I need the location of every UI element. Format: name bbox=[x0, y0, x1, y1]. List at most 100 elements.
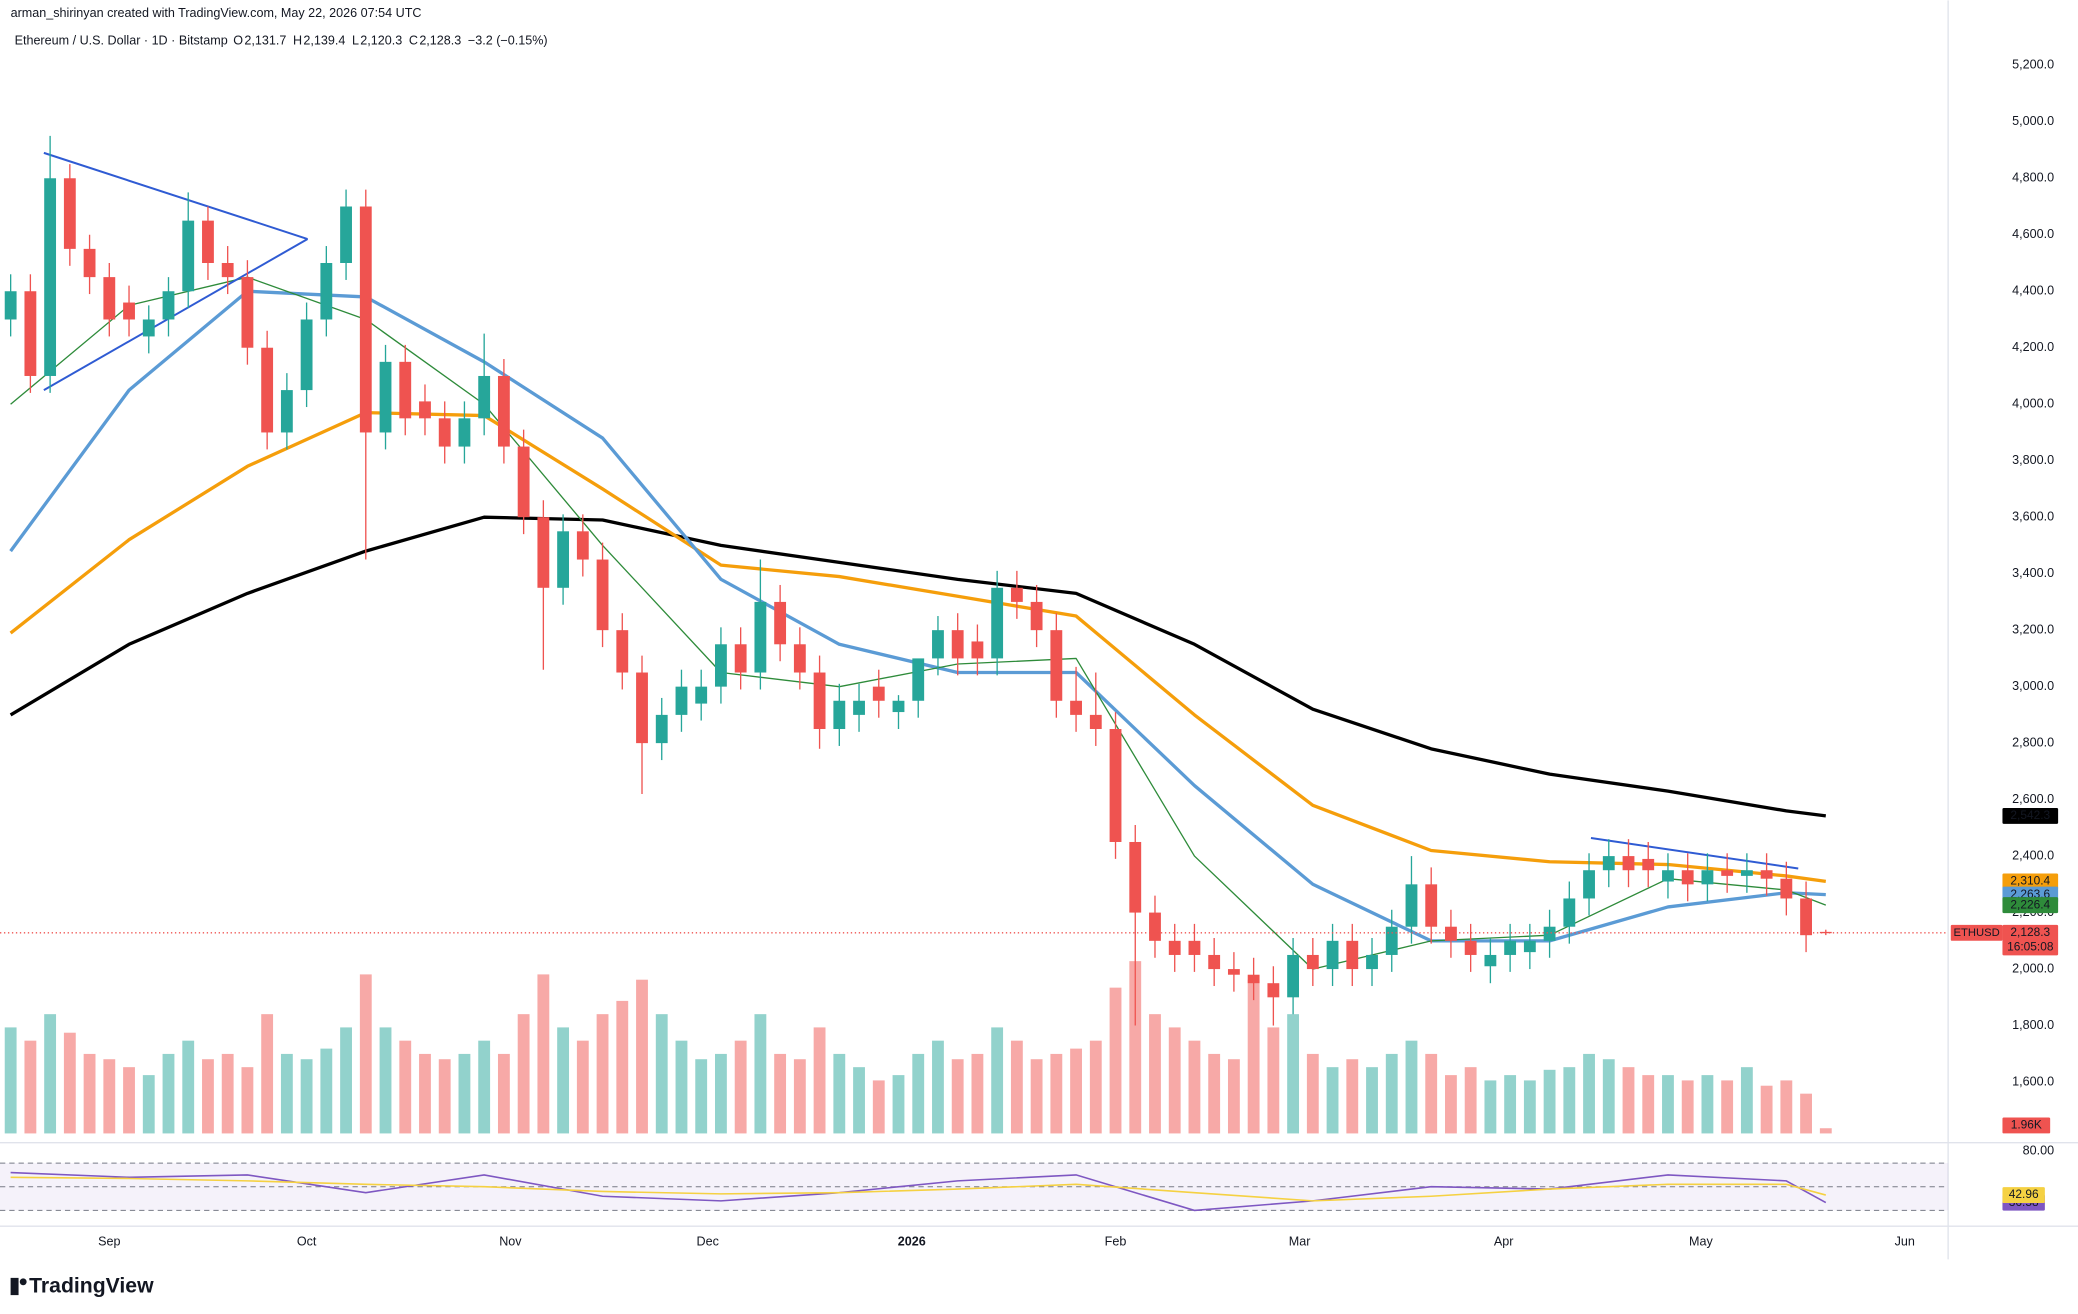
candle-body bbox=[1504, 940, 1517, 955]
volume-bar bbox=[1780, 1080, 1793, 1134]
volume-bar bbox=[1287, 1014, 1300, 1134]
candle-body bbox=[576, 531, 589, 560]
rsi-line bbox=[10, 1171, 1827, 1212]
volume-bar bbox=[1326, 1067, 1339, 1134]
brand-logo bbox=[10, 1277, 27, 1296]
volume-bar bbox=[1010, 1040, 1023, 1134]
volume-bar bbox=[1740, 1067, 1753, 1134]
candle-body bbox=[655, 714, 668, 744]
x-tick-label: May bbox=[1689, 1234, 1713, 1248]
volume-bar bbox=[438, 1059, 451, 1134]
candle-body bbox=[1129, 841, 1142, 913]
volume-bar bbox=[1642, 1075, 1655, 1134]
volume-bar bbox=[478, 1040, 491, 1134]
volume-bar bbox=[1366, 1067, 1378, 1134]
candle-body bbox=[912, 658, 925, 701]
volume-bar bbox=[1484, 1080, 1497, 1134]
candle-body bbox=[951, 630, 964, 659]
candle-body bbox=[1326, 940, 1339, 970]
volume-bar bbox=[1129, 961, 1142, 1134]
x-tick-label: Feb bbox=[1105, 1234, 1127, 1248]
candle-body bbox=[734, 644, 747, 673]
candle-body bbox=[1445, 926, 1457, 941]
brand: TradingView bbox=[29, 1275, 154, 1298]
volume-bar bbox=[932, 1040, 944, 1134]
candle-body bbox=[892, 700, 905, 713]
y-tick-label: 2,800.0 bbox=[2012, 735, 2054, 749]
candle-body bbox=[853, 700, 865, 715]
volume-bar bbox=[1681, 1080, 1694, 1134]
volume-bar bbox=[320, 1048, 333, 1134]
candle-body bbox=[1227, 969, 1240, 975]
candle-body bbox=[1760, 870, 1773, 879]
ma-price-label: 2,226.4 bbox=[2010, 897, 2050, 911]
y-tick-label: 1,600.0 bbox=[2012, 1074, 2054, 1088]
moving-average bbox=[9, 515, 1827, 818]
y-tick-label: 3,200.0 bbox=[2012, 622, 2054, 636]
volume-bar bbox=[1070, 1048, 1082, 1134]
last-price-label: 2,128.3 bbox=[2010, 925, 2050, 939]
candle-body bbox=[340, 206, 352, 263]
candle-body bbox=[202, 220, 214, 263]
volume-bar bbox=[261, 1014, 274, 1134]
candle-body bbox=[379, 361, 392, 433]
y-tick-label: 4,200.0 bbox=[2012, 340, 2054, 354]
volume-bar bbox=[1227, 1059, 1240, 1134]
trendline bbox=[43, 151, 308, 240]
candle-body bbox=[4, 291, 17, 320]
volume-bar bbox=[202, 1059, 214, 1134]
candle-body bbox=[300, 319, 313, 391]
candle-body bbox=[103, 277, 116, 320]
volume-bar bbox=[1030, 1059, 1043, 1134]
volume-bar bbox=[1247, 979, 1260, 1134]
ohlc-legend: O 2,131.7 H 2,139.4 L 2,120.3 C 2,128.3 −3.2 (−0… bbox=[233, 34, 547, 48]
candle-body bbox=[636, 672, 648, 744]
volume-bar bbox=[793, 1059, 806, 1134]
volume-bar bbox=[1563, 1067, 1576, 1134]
volume-bar bbox=[1089, 1040, 1102, 1134]
y-tick-label: 4,000.0 bbox=[2012, 397, 2054, 411]
candle-body bbox=[497, 375, 510, 447]
symbol: Ethereum / U.S. Dollar · 1D · Bitstamp bbox=[15, 34, 228, 48]
volume-bar bbox=[695, 1059, 708, 1134]
volume-bar bbox=[162, 1053, 175, 1134]
volume-bar bbox=[123, 1067, 135, 1134]
candle-body bbox=[1780, 878, 1793, 899]
y-tick-label: 4,800.0 bbox=[2012, 171, 2054, 185]
legend-value: 2,139.4 bbox=[303, 34, 345, 48]
ticker-label: ETHUSD bbox=[1953, 927, 1999, 939]
volume-bar bbox=[24, 1040, 37, 1134]
candle-body bbox=[142, 319, 155, 337]
candle-body bbox=[1405, 884, 1418, 927]
candle-body bbox=[162, 291, 175, 320]
candle-body bbox=[63, 178, 76, 249]
volume-bar bbox=[1721, 1080, 1734, 1134]
candle-body bbox=[1306, 954, 1319, 970]
candle-body bbox=[675, 686, 688, 715]
candle-body bbox=[1484, 954, 1497, 967]
countdown: 16:05:08 bbox=[2007, 940, 2054, 954]
candle-body bbox=[1070, 700, 1082, 715]
legend-key: H bbox=[293, 34, 302, 48]
volume-bar bbox=[616, 1000, 629, 1134]
volume-bar bbox=[1109, 987, 1122, 1134]
candle-body bbox=[537, 517, 550, 588]
volume-bar bbox=[63, 1032, 76, 1134]
candle-body bbox=[1464, 940, 1477, 955]
trendline bbox=[43, 238, 309, 391]
volume-bar bbox=[1701, 1075, 1714, 1134]
header: arman_shirinyan created with TradingView… bbox=[11, 6, 422, 20]
candle-body bbox=[182, 220, 195, 292]
x-tick-label: Nov bbox=[499, 1234, 522, 1248]
candle-body bbox=[83, 248, 96, 278]
candle-body bbox=[596, 559, 609, 631]
volume-bar bbox=[833, 1053, 846, 1134]
candle-body bbox=[813, 672, 826, 730]
candle-body bbox=[1385, 926, 1398, 955]
ticker-box bbox=[1950, 924, 2003, 941]
candle-body bbox=[1030, 601, 1043, 631]
ma-price-box bbox=[2002, 873, 2059, 890]
volume-bar bbox=[241, 1067, 254, 1134]
candle-body bbox=[1109, 729, 1122, 842]
ma-price-box bbox=[2002, 807, 2059, 824]
